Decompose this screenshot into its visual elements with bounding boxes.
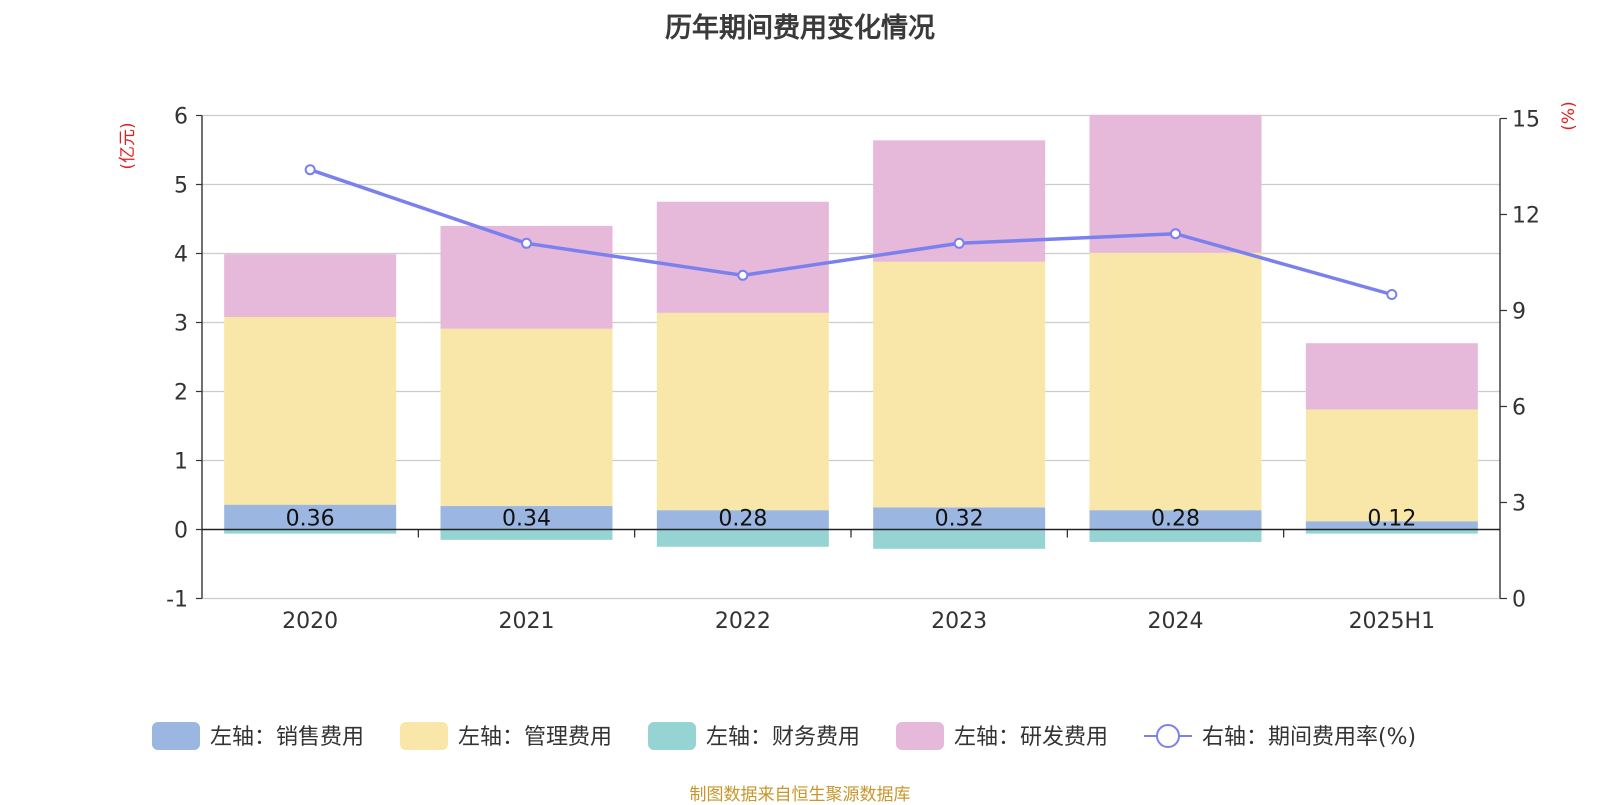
legend-label: 左轴：管理费用: [458, 725, 612, 750]
bar-sales: [440, 506, 613, 530]
legend-label: 左轴：销售费用: [210, 725, 364, 750]
bar-data-label: 0.34: [502, 507, 551, 532]
left-axis-tick-label: -1: [166, 588, 188, 613]
line-point: [304, 164, 316, 176]
x-axis-tick-label: 2022: [715, 609, 771, 634]
bar-data-label: 0.28: [718, 507, 767, 532]
left-axis-tick-label: 2: [174, 381, 188, 406]
bar-admin: [440, 328, 613, 507]
legend-swatch: [400, 722, 448, 750]
bar-admin: [873, 261, 1046, 508]
line-point: [1170, 228, 1181, 240]
legend-label: 左轴：研发费用: [954, 725, 1108, 750]
x-axis-tick-label: 2021: [499, 609, 555, 634]
bar-finance: [224, 529, 397, 534]
line-point: [737, 269, 749, 281]
legend-swatch: [152, 722, 200, 750]
bar-finance: [656, 529, 829, 547]
bar-sales: [1305, 521, 1478, 530]
left-axis-tick-label: 4: [174, 243, 188, 268]
chart-title: 历年期间费用变化情况: [665, 13, 935, 44]
bar-sales: [873, 507, 1046, 530]
right-axis-tick-label: 3: [1512, 492, 1526, 517]
bar-rnd: [1305, 343, 1478, 410]
left-axis-tick-label: 0: [174, 519, 188, 544]
bar-admin: [1089, 252, 1262, 511]
right-axis-tick-label: 15: [1512, 108, 1540, 133]
line-point: [1386, 289, 1398, 300]
left-axis-tick-label: 5: [174, 174, 188, 199]
bar-rnd: [224, 254, 397, 317]
left-axis-tick-label: 6: [174, 105, 188, 130]
bar-finance: [1089, 529, 1262, 542]
line-point: [521, 237, 532, 249]
bar-admin: [1305, 409, 1478, 522]
legend-label: 左轴：财务费用: [706, 725, 860, 750]
right-axis-tick-label: 12: [1512, 204, 1540, 229]
right-axis-unit-label: (%): [1559, 101, 1579, 130]
bar-finance: [440, 529, 613, 540]
legend-swatch: [896, 722, 944, 750]
x-axis-tick-label: 2025H1: [1349, 609, 1436, 634]
line-point: [953, 237, 965, 249]
bar-sales: [656, 510, 829, 530]
line-expense-rate: [309, 168, 1393, 297]
legend-marker: [1156, 724, 1180, 748]
left-axis-unit-label: (亿元): [118, 122, 138, 169]
left-axis-tick-label: 1: [174, 450, 188, 475]
x-axis-tick-label: 2024: [1148, 609, 1204, 634]
right-axis-tick-label: 9: [1512, 300, 1526, 325]
legend-swatch: [648, 722, 696, 750]
left-axis-tick-label: 3: [174, 312, 188, 337]
bar-sales: [1089, 510, 1262, 530]
bar-admin: [656, 312, 829, 511]
bar-data-label: 0.36: [286, 507, 335, 532]
bar-sales: [224, 504, 397, 530]
x-axis-tick-label: 2023: [931, 609, 987, 634]
source-note: 制图数据来自恒生聚源数据库: [689, 785, 911, 805]
x-axis-tick-label: 2020: [282, 609, 338, 634]
bar-data-label: 0.28: [1151, 507, 1200, 532]
right-axis-tick-label: 0: [1512, 588, 1526, 613]
bar-data-label: 0.32: [935, 507, 984, 532]
bar-finance: [873, 529, 1046, 549]
bar-rnd: [656, 201, 829, 313]
bar-finance: [1305, 529, 1478, 534]
right-axis-tick-label: 6: [1512, 396, 1526, 421]
bar-data-label: 0.12: [1367, 507, 1416, 532]
bar-admin: [224, 316, 397, 505]
legend-label: 右轴：期间费用率(%): [1202, 725, 1416, 750]
